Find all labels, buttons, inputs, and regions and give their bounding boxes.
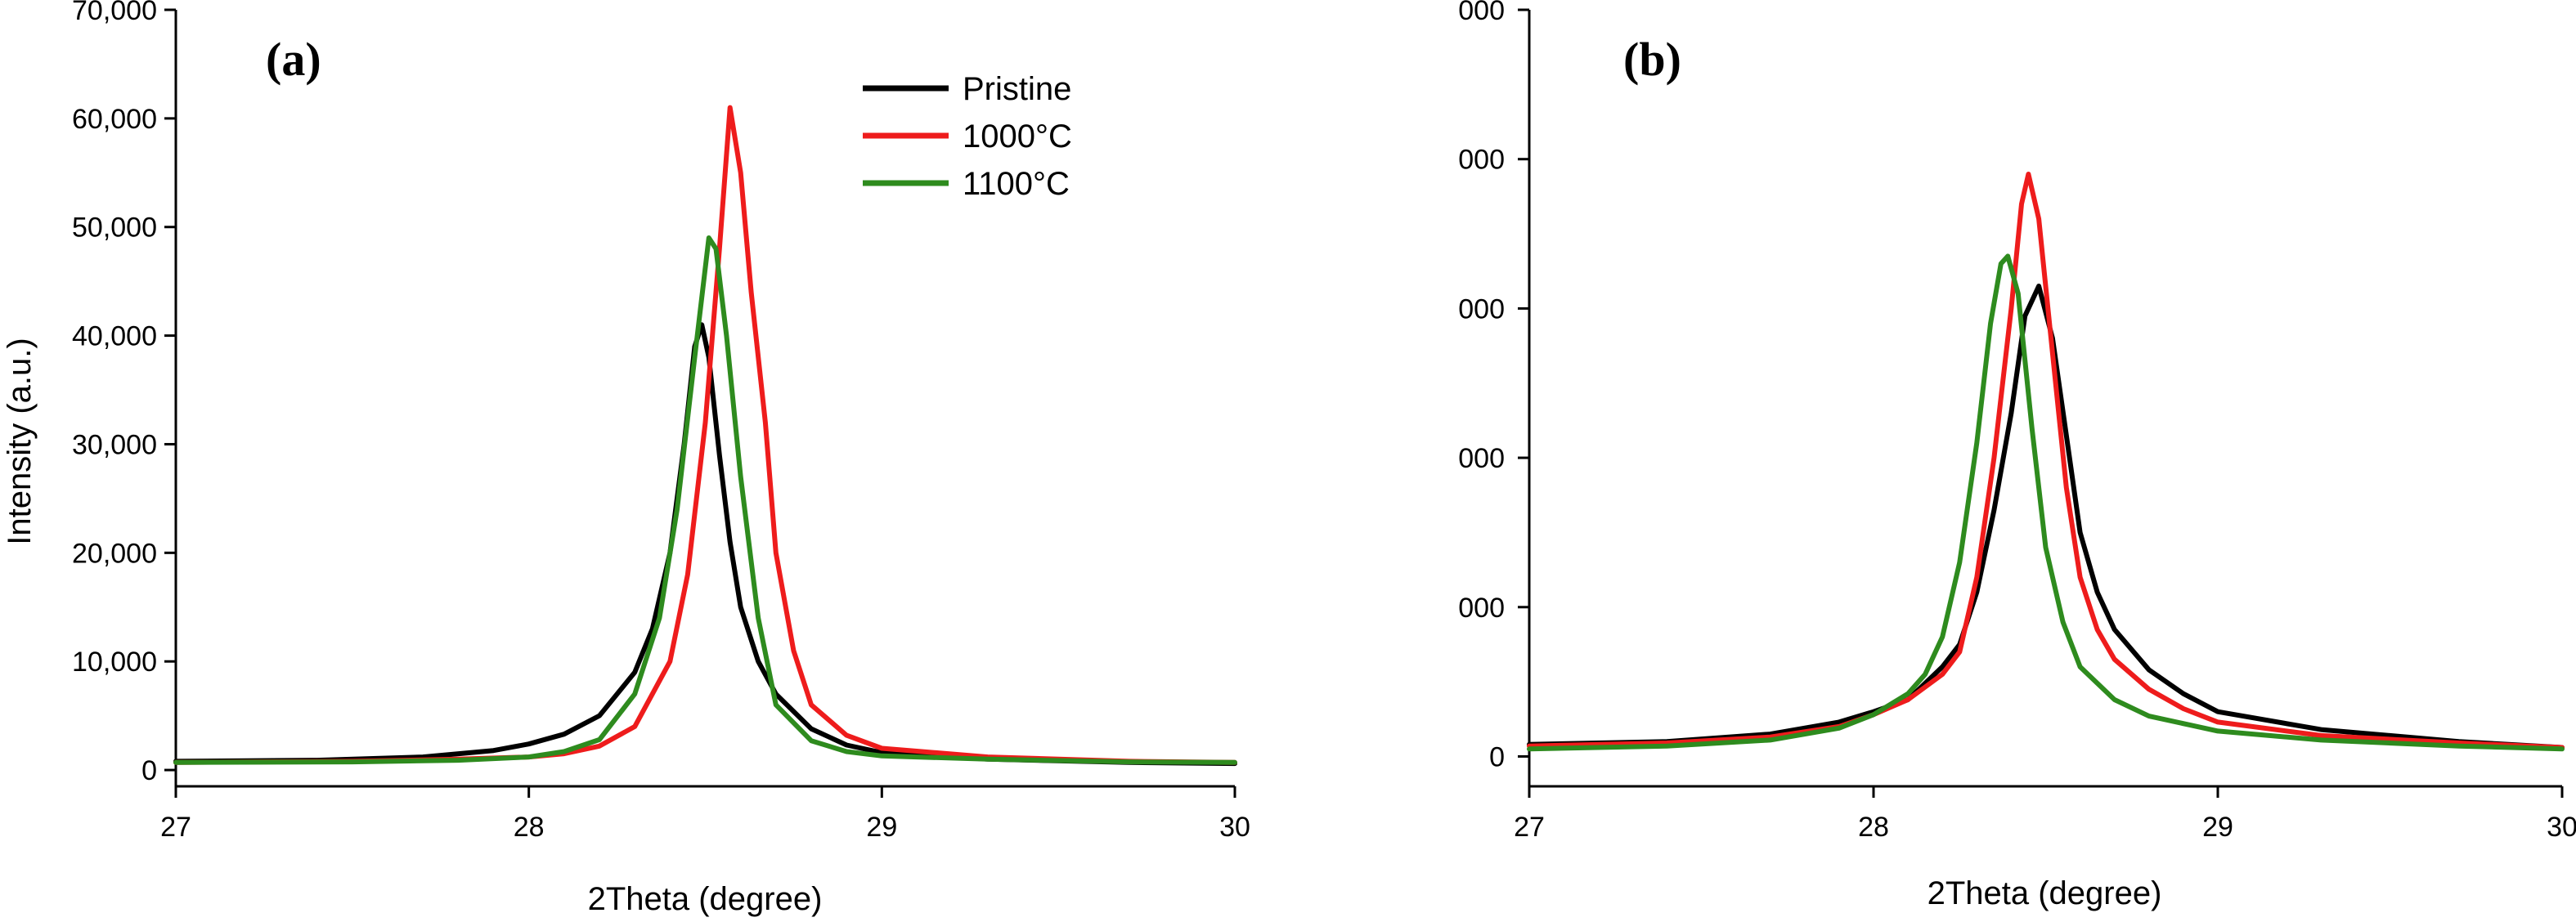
legend-label-1000c: 1000°C [963, 119, 1072, 154]
x-tick-label-a: 29 [866, 812, 897, 843]
y-tick-label-b: 000 [1458, 443, 1505, 474]
y-tick-label-a: 20,000 [72, 538, 157, 569]
y-axis-title-a: Intensity (a.u.) [2, 338, 38, 544]
y-tick-label-a: 0 [141, 755, 157, 786]
x-tick-label-b: 27 [1514, 812, 1545, 843]
y-tick-label-b: 0 [1489, 741, 1505, 772]
legend-label-1100c: 1100°C [963, 166, 1070, 202]
y-tick-label-a: 70,000 [72, 0, 157, 26]
y-tick-label-a: 50,000 [72, 213, 157, 244]
y-tick-label-a: 30,000 [72, 429, 157, 460]
series-line-series1-b [1527, 284, 2565, 750]
series-line-1000c-a [173, 105, 1237, 765]
y-tick-label-b: 000 [1458, 0, 1505, 26]
series-group-b [1527, 172, 2565, 752]
chart-panel-a: (a) 0 10,000 20,000 30,000 40,000 50,000 60,00… [2, 0, 1250, 917]
legend-label-pristine: Pristine [963, 71, 1071, 107]
y-tick-label-b: 000 [1458, 593, 1505, 624]
series-line-series2-b [1527, 172, 2565, 750]
series-line-1100c-a [173, 235, 1237, 765]
x-axis-title-a: 2Theta (degree) [588, 881, 823, 917]
panel-label-b: (b) [1623, 33, 1681, 86]
x-tick-label-a: 30 [1219, 812, 1250, 843]
x-tick-label-b: 29 [2202, 812, 2233, 843]
x-tick-label-a: 28 [514, 812, 545, 843]
axes-a: 0 10,000 20,000 30,000 40,000 50,000 60,000 70,… [72, 0, 1250, 843]
series-group-a [173, 105, 1237, 767]
y-tick-label-b: 000 [1458, 145, 1505, 176]
y-tick-label-a: 40,000 [72, 321, 157, 352]
series-line-series3-b [1527, 253, 2565, 752]
x-tick-label-a: 27 [160, 812, 191, 843]
series-line-pristine-a [173, 322, 1237, 767]
x-tick-label-b: 30 [2547, 812, 2576, 843]
y-tick-label-b: 000 [1458, 293, 1505, 324]
y-tick-label-a: 10,000 [72, 647, 157, 678]
x-axis-title-b: 2Theta (degree) [1928, 875, 2162, 911]
legend: Pristine 1000°C 1100°C [863, 71, 1072, 202]
y-tick-label-a: 60,000 [72, 104, 157, 135]
panel-label-a: (a) [266, 33, 321, 86]
x-tick-label-b: 28 [1858, 812, 1889, 843]
